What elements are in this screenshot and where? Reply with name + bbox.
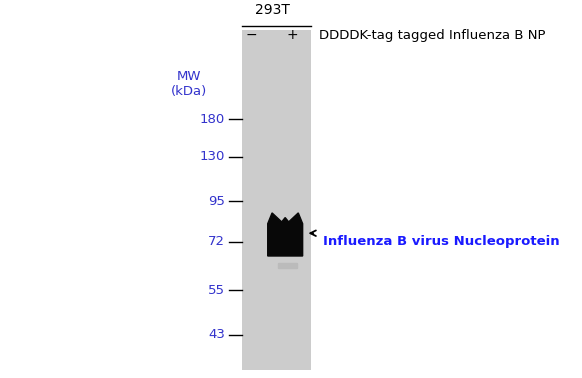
Text: −: − [246, 28, 257, 42]
Text: Influenza B virus Nucleoprotein: Influenza B virus Nucleoprotein [323, 235, 560, 248]
Text: 130: 130 [200, 150, 225, 163]
Text: 95: 95 [208, 195, 225, 208]
Text: +: + [287, 28, 299, 42]
Text: 180: 180 [200, 113, 225, 125]
Polygon shape [278, 263, 297, 268]
Bar [242, 30, 311, 370]
Text: 72: 72 [208, 235, 225, 248]
Text: DDDDK-tag tagged Influenza B NP: DDDDK-tag tagged Influenza B NP [319, 29, 545, 42]
Text: 43: 43 [208, 328, 225, 341]
Text: MW
(kDa): MW (kDa) [171, 70, 207, 98]
Polygon shape [268, 213, 303, 256]
Text: 55: 55 [208, 284, 225, 297]
Text: 293T: 293T [255, 3, 290, 17]
